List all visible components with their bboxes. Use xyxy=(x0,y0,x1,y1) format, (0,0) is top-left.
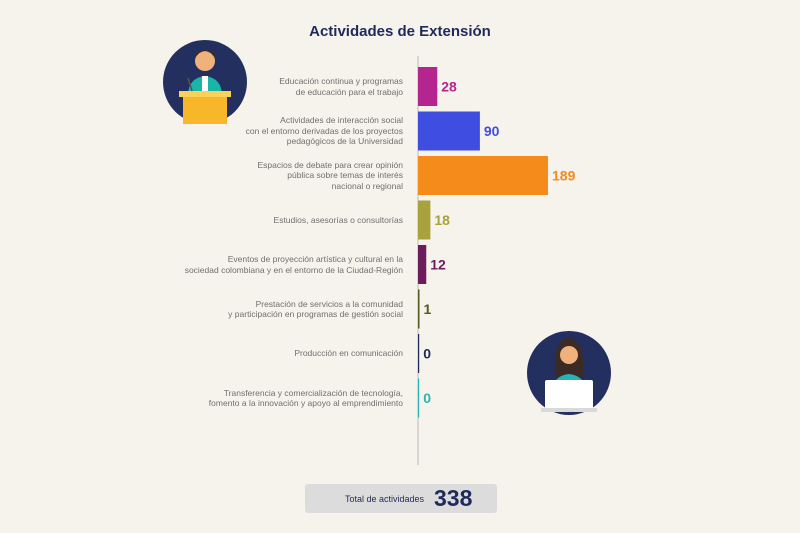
category-label-line: Educación continua y programas xyxy=(279,76,403,86)
bar-2 xyxy=(418,156,548,195)
category-label-line: Prestación de servicios a la comunidad xyxy=(255,298,403,309)
category-label-2: Espacios de debate para crear opinión púb… xyxy=(153,160,403,192)
category-label-line: fomento a la innovación y apoyo al empre… xyxy=(208,398,403,408)
bar-value-label-2: 189 xyxy=(552,168,576,184)
bar-7 xyxy=(418,378,420,418)
bar-value-label-0: 28 xyxy=(441,79,457,95)
category-label-line: pedagógicos de la Universidad xyxy=(286,136,403,147)
bar-value-label-4: 12 xyxy=(430,257,446,273)
bar-0 xyxy=(418,67,438,106)
bar-value-label-5: 1 xyxy=(424,301,432,317)
category-label-line: Espacios de debate para crear opinión xyxy=(257,159,403,170)
category-label-1: Actividades de interacción social con el … xyxy=(153,115,403,147)
category-label-line: Actividades de interacción social xyxy=(280,115,403,126)
category-label-line: con el entorno derivadas de los proyecto… xyxy=(245,125,403,136)
category-label-line: Producción en comunicación xyxy=(294,348,403,359)
category-label-line: Transferencia y comercialización de tecn… xyxy=(223,387,403,398)
bar-5 xyxy=(418,289,420,329)
bar-value-label-1: 90 xyxy=(484,123,500,139)
woman-at-laptop-icon xyxy=(527,331,611,415)
category-label-line: Estudios, asesorías o consultorías xyxy=(273,214,403,225)
bar-3 xyxy=(418,200,431,240)
bar-value-label-6: 0 xyxy=(423,346,431,362)
category-label-line: sociedad colombiana y en el entorno de l… xyxy=(184,264,403,275)
category-label-line: nacional o regional xyxy=(331,180,403,191)
category-label-3: Estudios, asesorías o consultorías xyxy=(153,215,403,226)
category-label-5: Prestación de servicios a la comunidad y … xyxy=(153,299,403,320)
bar-1 xyxy=(418,111,480,151)
category-label-7: Transferencia y comercialización de tecn… xyxy=(153,388,403,409)
category-label-6: Producción en comunicación xyxy=(153,348,403,359)
total-label: Total de actividades xyxy=(345,494,425,504)
category-label-line: pública sobre temas de interés xyxy=(287,170,403,181)
category-label-0: Educación continua y programas de educaci… xyxy=(153,76,403,97)
bar-4 xyxy=(418,245,427,284)
chart-title: Actividades de Extensión xyxy=(309,23,491,40)
bar-value-label-3: 18 xyxy=(434,212,450,228)
bar-6 xyxy=(418,334,420,373)
category-label-4: Eventos de proyección artística y cultur… xyxy=(153,254,403,275)
bar-value-label-7: 0 xyxy=(423,390,431,406)
category-label-line: y participación en programas de gestión … xyxy=(228,309,403,319)
total-value: 338 xyxy=(434,485,473,511)
total-box xyxy=(305,484,497,513)
speaker-at-podium-icon xyxy=(163,40,247,124)
category-label-line: de educación para el trabajo xyxy=(295,86,403,97)
category-label-line: Eventos de proyección artística y cultur… xyxy=(227,254,403,264)
